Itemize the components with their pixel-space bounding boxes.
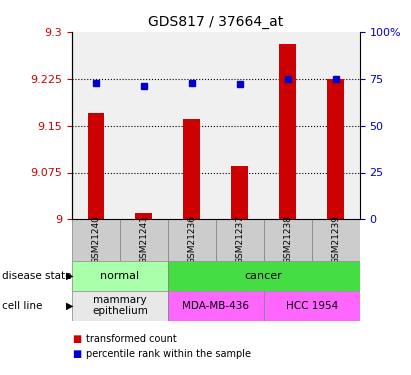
Bar bbox=[72, 219, 120, 261]
Bar bbox=[72, 261, 168, 291]
Text: cell line: cell line bbox=[2, 301, 42, 310]
Text: ▶: ▶ bbox=[66, 271, 73, 280]
Text: HCC 1954: HCC 1954 bbox=[286, 301, 338, 310]
Text: disease state: disease state bbox=[2, 271, 72, 280]
Text: GSM21237: GSM21237 bbox=[235, 216, 244, 264]
Text: ■: ■ bbox=[72, 334, 81, 344]
Text: ▶: ▶ bbox=[66, 301, 73, 310]
Title: GDS817 / 37664_at: GDS817 / 37664_at bbox=[148, 15, 284, 30]
Text: MDA-MB-436: MDA-MB-436 bbox=[182, 301, 249, 310]
Text: GSM21239: GSM21239 bbox=[331, 216, 340, 264]
Text: percentile rank within the sample: percentile rank within the sample bbox=[86, 350, 251, 359]
Bar bbox=[231, 166, 248, 219]
Text: GSM21238: GSM21238 bbox=[283, 216, 292, 264]
Bar bbox=[216, 219, 264, 261]
Bar bbox=[88, 113, 104, 219]
Text: transformed count: transformed count bbox=[86, 334, 177, 344]
Bar bbox=[120, 219, 168, 261]
Text: GSM21236: GSM21236 bbox=[187, 216, 196, 264]
Bar bbox=[168, 291, 264, 321]
Bar bbox=[136, 213, 152, 219]
Bar bbox=[264, 291, 360, 321]
Text: ■: ■ bbox=[72, 350, 81, 359]
Bar bbox=[312, 219, 360, 261]
Bar bbox=[168, 261, 360, 291]
Bar bbox=[168, 219, 216, 261]
Bar bbox=[279, 44, 296, 219]
Text: GSM21240: GSM21240 bbox=[91, 216, 100, 264]
Text: GSM21241: GSM21241 bbox=[139, 216, 148, 264]
Bar bbox=[264, 219, 312, 261]
Bar bbox=[72, 291, 168, 321]
Text: cancer: cancer bbox=[245, 271, 283, 280]
Bar bbox=[327, 79, 344, 219]
Text: mammary
epithelium: mammary epithelium bbox=[92, 295, 148, 316]
Text: normal: normal bbox=[100, 271, 139, 280]
Bar bbox=[183, 119, 200, 219]
